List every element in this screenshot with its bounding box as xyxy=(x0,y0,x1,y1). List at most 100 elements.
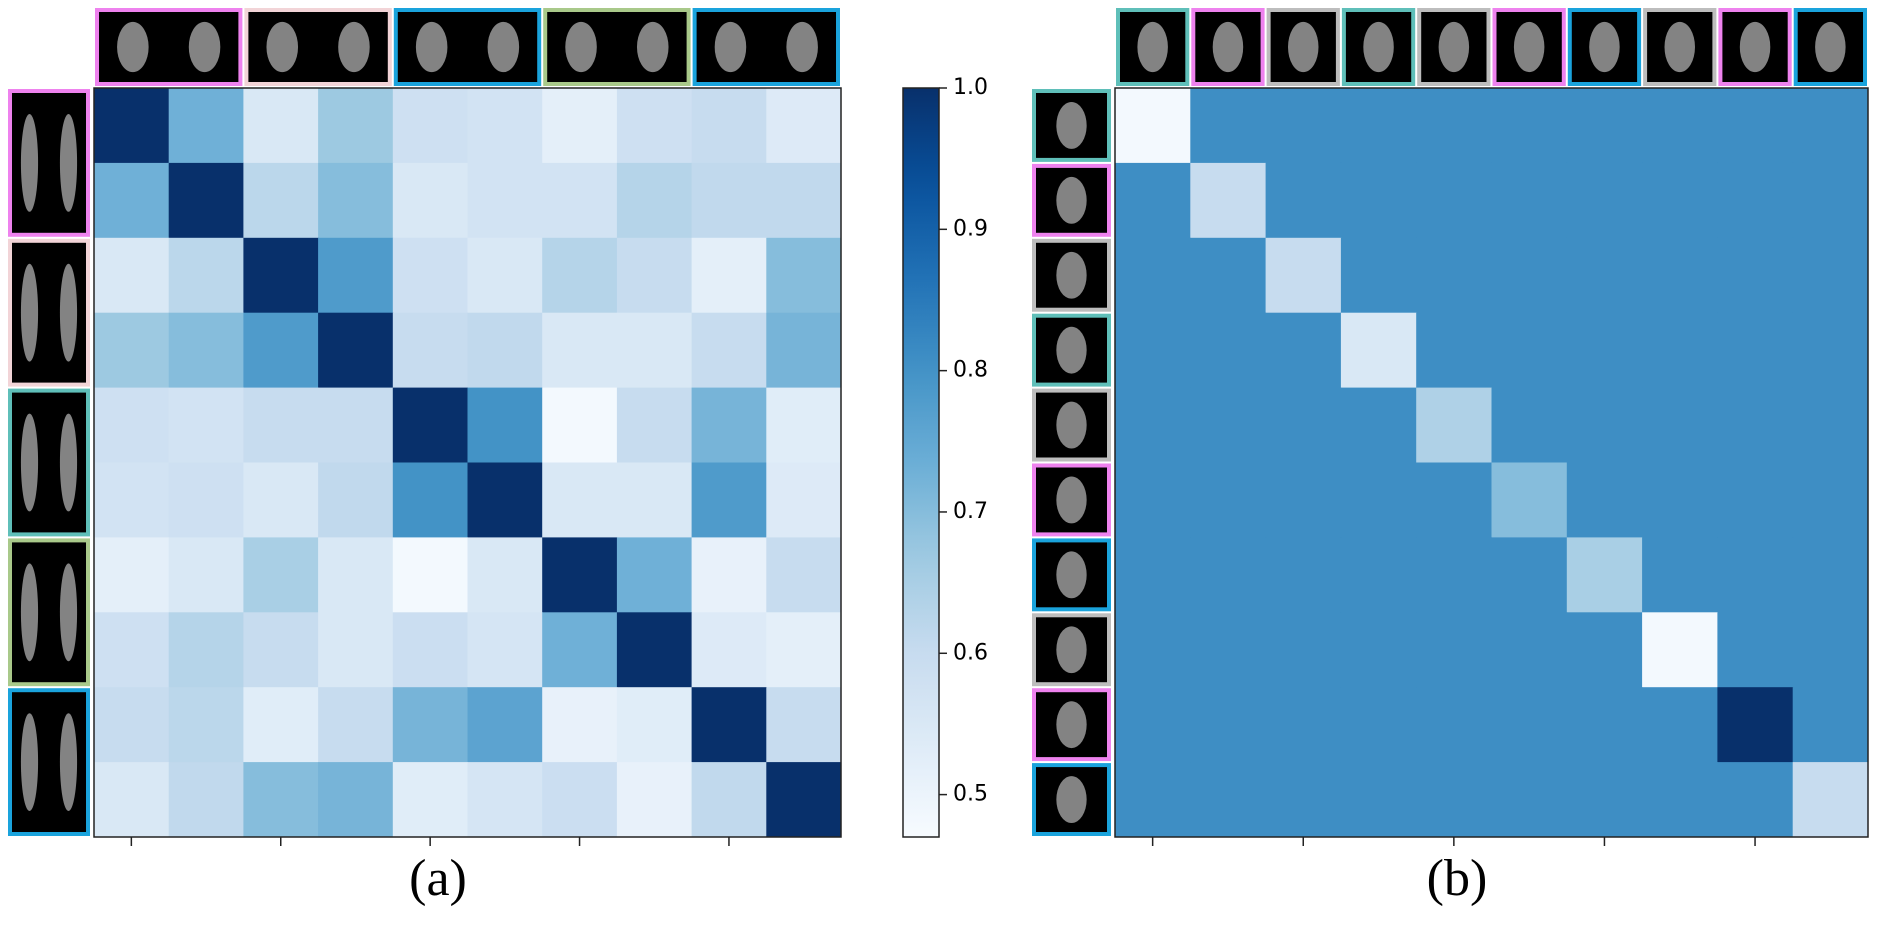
heatmap-cell xyxy=(1115,762,1191,838)
heatmap-cell xyxy=(766,387,842,463)
heatmap-cell xyxy=(1340,237,1417,314)
heatmap-cell xyxy=(318,162,394,239)
thumbnail-lung xyxy=(59,563,78,662)
heatmap-cell xyxy=(392,762,468,838)
heatmap-cell xyxy=(1340,612,1417,688)
heatmap-cell xyxy=(1416,462,1492,538)
heatmap-cell xyxy=(1566,612,1643,688)
heatmap-cell xyxy=(243,762,319,838)
heatmap-cell xyxy=(1416,162,1492,239)
heatmap-cell xyxy=(467,762,543,838)
heatmap-cell xyxy=(1265,462,1342,538)
heatmap-cell xyxy=(542,162,618,239)
heatmap-cell xyxy=(1642,312,1718,389)
heatmap-cell xyxy=(243,687,319,763)
heatmap-cell xyxy=(1416,312,1492,389)
heatmap-cell xyxy=(1642,762,1718,838)
thumbnail-lung xyxy=(266,21,299,73)
heatmap-cell xyxy=(1416,237,1492,314)
colorbar xyxy=(902,87,940,838)
heatmap-cell xyxy=(542,687,618,763)
heatmap-cell xyxy=(542,237,618,314)
heatmap-cell xyxy=(392,537,468,613)
heatmap-cell xyxy=(1491,537,1568,613)
heatmap-cell xyxy=(542,387,618,463)
colorbar-tick-label: 1.0 xyxy=(953,75,988,100)
colorbar-tick-label: 0.7 xyxy=(953,499,988,524)
heatmap-cell xyxy=(1340,537,1417,613)
heatmap-cell xyxy=(467,162,543,239)
heatmap-cell xyxy=(318,237,394,314)
heatmap-cell xyxy=(1491,687,1568,763)
heatmap-cell xyxy=(467,537,543,613)
heatmap-cell xyxy=(168,237,244,314)
heatmap-cell xyxy=(318,537,394,613)
heatmap-cell xyxy=(1792,462,1869,538)
heatmap-cell xyxy=(168,162,244,239)
thumbnail-lung xyxy=(59,713,78,811)
heatmap-cell xyxy=(691,762,767,838)
heatmap-cell xyxy=(392,312,468,389)
heatmap-cell xyxy=(616,612,693,688)
heatmap-cell xyxy=(94,762,170,838)
heatmap-cell xyxy=(467,462,543,538)
thumbnail-lung xyxy=(1212,21,1244,73)
heatmap-cell xyxy=(1642,462,1718,538)
heatmap-cell xyxy=(1642,537,1718,613)
heatmap-cell xyxy=(1340,762,1417,838)
heatmap-cell xyxy=(1115,462,1191,538)
heatmap-cell xyxy=(1792,687,1869,763)
heatmap-cell xyxy=(766,88,842,164)
heatmap-cell xyxy=(766,687,842,763)
heatmap-cell xyxy=(318,312,394,389)
panel-title: (a) xyxy=(409,850,467,907)
thumbnail-lung xyxy=(1056,776,1087,823)
heatmap-cell xyxy=(691,537,767,613)
heatmap-cell xyxy=(1265,612,1342,688)
heatmap-cell xyxy=(94,387,170,463)
heatmap-cell xyxy=(243,387,319,463)
heatmap-cell xyxy=(1491,387,1568,463)
thumbnail-lung xyxy=(1137,21,1168,73)
heatmap-cell xyxy=(467,387,543,463)
heatmap-cell xyxy=(1416,687,1492,763)
heatmap-cell xyxy=(1491,237,1568,314)
heatmap-cell xyxy=(1190,462,1267,538)
thumbnail-lung xyxy=(1664,21,1695,73)
heatmap-cell xyxy=(766,312,842,389)
heatmap-cell xyxy=(1265,88,1342,164)
heatmap-cell xyxy=(616,687,693,763)
heatmap-cell xyxy=(616,237,693,314)
heatmap-cell xyxy=(1115,387,1191,463)
heatmap-cell xyxy=(1566,162,1643,239)
thumbnail-lung xyxy=(714,21,747,73)
heatmap-cell xyxy=(766,537,842,613)
heatmap-cell xyxy=(1416,762,1492,838)
heatmap-cell xyxy=(318,387,394,463)
heatmap-cell xyxy=(243,537,319,613)
heatmap-cell xyxy=(243,88,319,164)
heatmap-cell xyxy=(1265,387,1342,463)
heatmap-cell xyxy=(318,612,394,688)
thumbnail-lung xyxy=(1056,551,1087,599)
heatmap-cell xyxy=(542,762,618,838)
heatmap-cell xyxy=(168,612,244,688)
heatmap-cell xyxy=(94,162,170,239)
heatmap-cell xyxy=(616,312,693,389)
heatmap-cell xyxy=(1566,312,1643,389)
thumbnail-lung xyxy=(1739,21,1771,73)
heatmap-cell xyxy=(1416,387,1492,463)
heatmap-cell xyxy=(1566,237,1643,314)
heatmap-cell xyxy=(616,387,693,463)
colorbar-tick-label: 0.6 xyxy=(953,640,988,665)
thumbnail-lung xyxy=(1589,21,1620,73)
plot-frame xyxy=(1114,87,1869,838)
heatmap-cell xyxy=(766,462,842,538)
heatmap-cell xyxy=(1717,237,1794,314)
heatmap-cell xyxy=(1566,387,1643,463)
heatmap-cell xyxy=(1340,387,1417,463)
heatmap-cell xyxy=(542,88,618,164)
thumbnail-lung xyxy=(1513,21,1545,73)
heatmap-cell xyxy=(616,537,693,613)
